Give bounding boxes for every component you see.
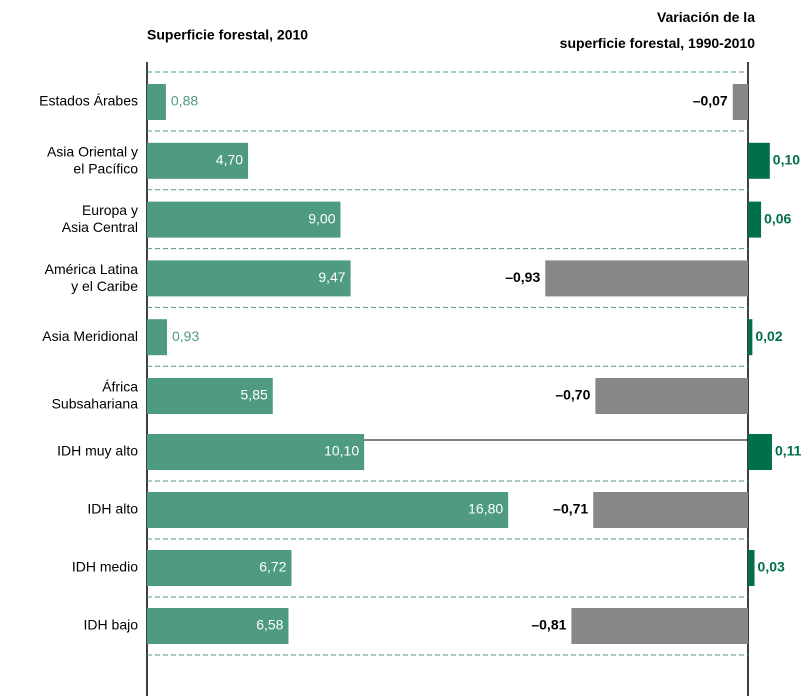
value-label: –0,70 [555,387,590,403]
bar [147,434,365,470]
category-label: IDH bajo [84,617,139,633]
bar [571,608,748,644]
value-label: 9,00 [308,210,335,226]
value-label: –0,81 [531,617,566,633]
bar [147,550,292,586]
right-title: Variación de la superficie forestal, 1990… [560,9,756,51]
value-label: 9,47 [318,269,345,285]
value-label: 6,72 [259,559,286,575]
bar [748,142,770,179]
bar [595,378,748,414]
bar [147,378,273,414]
category-label: IDH medio [72,559,138,575]
value-label: 6,58 [256,617,283,633]
bar [732,84,748,120]
value-label: 0,06 [764,210,791,226]
value-label: 0,88 [171,93,198,109]
value-label: –0,07 [693,93,728,109]
bar [748,550,755,586]
bar [748,319,753,356]
value-label: –0,71 [553,501,588,517]
bar [147,142,249,179]
bar [147,319,167,356]
value-label: 16,80 [468,501,503,517]
value-label: 0,11 [775,443,802,459]
category-label: IDH alto [87,501,138,517]
value-label: 0,02 [755,328,782,344]
bar [748,434,772,470]
value-label: 4,70 [216,152,243,168]
left-title: Superficie forestal, 2010 [147,27,308,43]
bar [147,84,166,120]
bar [748,201,762,238]
category-label: Estados Árabes [39,93,138,109]
value-label: 0,93 [172,328,199,344]
bar [147,260,351,297]
category-label: IDH muy alto [57,443,138,459]
value-label: 0,10 [773,152,800,168]
bar [545,260,748,297]
bar [147,201,341,238]
bar [593,492,748,528]
value-label: 10,10 [324,443,359,459]
value-label: –0,93 [505,269,540,285]
value-label: 0,03 [758,559,785,575]
category-label: Asia Meridional [42,328,138,344]
bar [147,492,509,528]
category-label: Europa y Asia Central [62,202,138,235]
category-label: América Latina y el Caribe [45,261,139,294]
bar [147,608,289,644]
category-label: Asia Oriental y el Pacífico [47,143,138,176]
value-label: 5,85 [241,387,268,403]
category-label: África Subsahariana [52,378,139,411]
